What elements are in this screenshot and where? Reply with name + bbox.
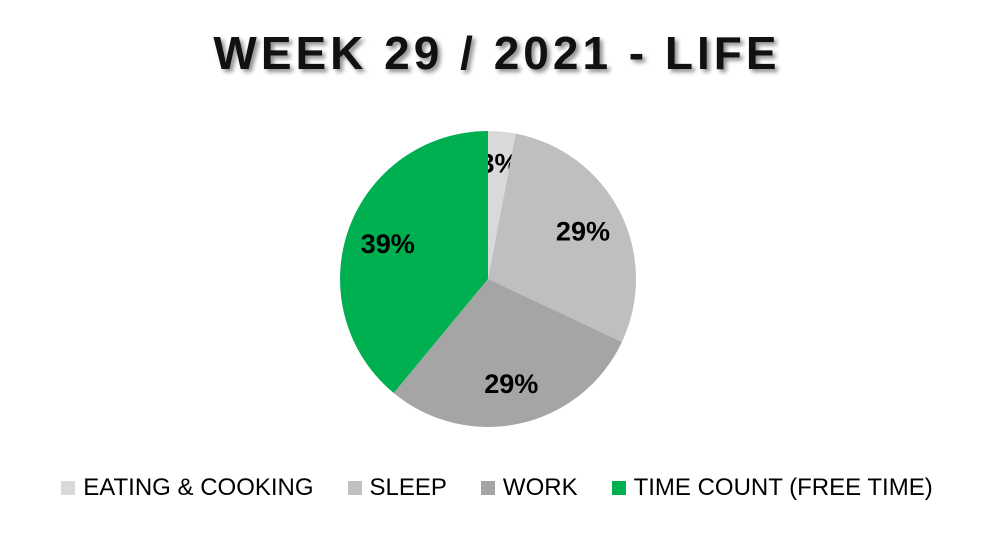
legend-swatch xyxy=(347,481,362,495)
legend-swatch xyxy=(61,481,76,495)
data-label: 29% xyxy=(556,217,610,247)
legend-swatch xyxy=(611,481,626,495)
legend-item: EATING & COOKING xyxy=(61,474,314,502)
pie-slice xyxy=(340,131,488,394)
legend-item: WORK xyxy=(480,474,578,502)
pie-slice xyxy=(488,133,637,343)
data-label: 39% xyxy=(361,229,415,259)
data-label: 29% xyxy=(484,369,538,399)
chart-title: WEEK 29 / 2021 - LIFE xyxy=(213,27,781,79)
legend-label: TIME COUNT (FREE TIME) xyxy=(633,474,933,501)
pie-slice xyxy=(488,131,516,279)
legend-item: SLEEP xyxy=(347,474,447,502)
legend-swatch xyxy=(480,481,495,495)
legend-label: WORK xyxy=(502,474,578,501)
legend: EATING & COOKING SLEEP WORK TIME COUNT (FRE… xyxy=(0,474,994,502)
legend-label: EATING & COOKING xyxy=(83,474,314,501)
legend-item: TIME COUNT (FREE TIME) xyxy=(611,474,933,502)
pie-slice xyxy=(393,279,622,427)
legend-label: SLEEP xyxy=(369,474,447,501)
